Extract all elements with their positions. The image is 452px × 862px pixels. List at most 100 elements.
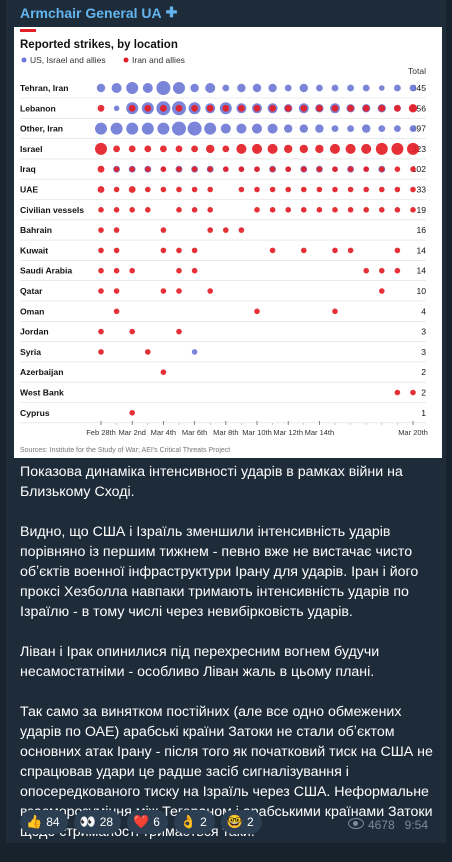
us-strike-dot bbox=[172, 121, 186, 136]
x-tick-label: Feb 28th bbox=[86, 428, 116, 437]
iran-strike-dot bbox=[363, 267, 370, 274]
iran-strike-dot bbox=[347, 104, 354, 112]
reaction-eyes[interactable]: 👀 28 bbox=[73, 810, 122, 834]
iran-strike-dot bbox=[176, 267, 182, 274]
chart-row: Israel323 bbox=[20, 142, 426, 160]
iran-strike-dot bbox=[176, 288, 182, 294]
legend-iran-label: Iran and allies bbox=[132, 55, 185, 65]
iran-strike-dot bbox=[253, 104, 261, 112]
iran-strike-dot bbox=[345, 143, 356, 154]
legend-us-marker bbox=[21, 57, 27, 63]
chart-row: Tehran, Iran 345 bbox=[20, 81, 426, 99]
reaction-count: 2 bbox=[200, 815, 207, 829]
us-strike-dot bbox=[237, 83, 246, 93]
chart-row: Saudi Arabia 14 bbox=[20, 266, 426, 281]
chart-row: Azerbaijan 2 bbox=[20, 367, 426, 383]
us-strike-dot bbox=[187, 121, 202, 136]
channel-header[interactable]: Armchair General UA ✚ bbox=[20, 4, 177, 21]
us-strike-dot bbox=[347, 125, 354, 132]
iran-strike-dot bbox=[144, 145, 152, 153]
row-label: UAE bbox=[20, 185, 38, 195]
channel-name[interactable]: Armchair General UA bbox=[20, 4, 162, 21]
iran-strike-dot bbox=[113, 267, 120, 274]
iran-strike-dot bbox=[267, 143, 278, 154]
iran-strike-dot bbox=[300, 104, 308, 112]
iran-strike-dot bbox=[129, 328, 135, 335]
iran-strike-dot bbox=[316, 186, 323, 193]
iran-strike-dot bbox=[299, 144, 308, 154]
iran-strike-dot bbox=[316, 207, 323, 213]
iran-strike-dot bbox=[347, 247, 354, 254]
row-total: 14 bbox=[416, 266, 426, 276]
row-total: 4 bbox=[421, 306, 426, 316]
strikes-chart[interactable]: Reported strikes, by location US, Israel… bbox=[14, 27, 442, 458]
iran-strike-dot bbox=[410, 207, 416, 213]
us-strike-dot bbox=[394, 84, 401, 92]
us-strike-dot bbox=[95, 122, 107, 135]
iran-strike-dot bbox=[410, 186, 416, 193]
iran-strike-dot bbox=[98, 247, 104, 254]
iran-strike-dot bbox=[191, 166, 198, 172]
us-strike-dot bbox=[191, 349, 198, 355]
us-strike-dot bbox=[331, 84, 339, 92]
ok-hand-icon: 👌 bbox=[179, 814, 197, 829]
us-strike-dot bbox=[267, 123, 278, 134]
row-label: Oman bbox=[20, 306, 44, 316]
iran-strike-dot bbox=[160, 186, 167, 193]
row-label: Azerbaijan bbox=[20, 367, 63, 377]
us-strike-dot bbox=[409, 84, 417, 92]
row-label: West Bank bbox=[20, 388, 64, 398]
iran-strike-dot bbox=[97, 186, 105, 193]
total-header: Total bbox=[408, 66, 426, 76]
iran-strike-dot bbox=[394, 247, 401, 254]
us-strike-dot bbox=[157, 122, 170, 135]
row-total: 10 bbox=[416, 286, 426, 296]
iran-strike-dot bbox=[176, 328, 182, 335]
post-text: Показова динаміка інтенсивності ударів в… bbox=[20, 462, 440, 862]
iran-strike-dot bbox=[160, 166, 167, 172]
chart-source: Sources: Institute for the Study of War;… bbox=[20, 447, 230, 454]
iran-strike-dot bbox=[97, 104, 105, 112]
us-strike-dot bbox=[96, 83, 106, 93]
heart-icon: ❤️ bbox=[133, 814, 150, 829]
iran-strike-dot bbox=[301, 166, 307, 172]
reaction-count: 84 bbox=[46, 815, 60, 829]
chart-background bbox=[14, 27, 442, 458]
reaction-thumbs-up[interactable]: 👍 84 bbox=[20, 810, 68, 834]
iran-strike-dot bbox=[98, 267, 104, 274]
reaction-nerd[interactable]: 🤓 2 bbox=[220, 810, 262, 834]
iran-strike-dot bbox=[269, 247, 276, 254]
iran-strike-dot bbox=[223, 227, 229, 233]
chart-row: Bahrain 16 bbox=[20, 225, 426, 241]
views-value: 4678 bbox=[367, 818, 395, 832]
iran-strike-dot bbox=[113, 166, 120, 172]
iran-strike-dot bbox=[238, 104, 245, 112]
chart-rows: Tehran, Iran 345 Lebanon 556 Other, Iran 497 I… bbox=[20, 81, 426, 424]
iran-strike-dot bbox=[128, 186, 136, 193]
row-label: Saudi Arabia bbox=[20, 266, 72, 276]
iran-strike-dot bbox=[332, 166, 338, 172]
iran-strike-dot bbox=[176, 247, 182, 254]
iran-strike-dot bbox=[113, 288, 120, 294]
iran-strike-dot bbox=[394, 207, 401, 213]
us-strike-dot bbox=[299, 124, 308, 133]
iran-strike-dot bbox=[284, 104, 292, 112]
iran-strike-dot bbox=[160, 145, 167, 153]
iran-strike-dot bbox=[98, 227, 104, 233]
iran-strike-dot bbox=[238, 166, 245, 172]
row-label: Tehran, Iran bbox=[20, 83, 69, 93]
row-label: Kuwait bbox=[20, 245, 48, 255]
reaction-heart[interactable]: ❤️ 6 bbox=[127, 810, 168, 834]
us-strike-dot bbox=[299, 83, 308, 93]
iran-strike-dot bbox=[129, 166, 135, 172]
iran-strike-dot bbox=[379, 267, 385, 274]
chart-row: Lebanon 556 bbox=[20, 101, 426, 119]
iran-strike-dot bbox=[332, 207, 338, 213]
reaction-count: 2 bbox=[247, 815, 254, 829]
iran-strike-dot bbox=[315, 144, 324, 154]
chart-row: Oman 4 bbox=[20, 306, 426, 322]
us-strike-dot bbox=[156, 81, 171, 95]
iran-strike-dot bbox=[284, 144, 293, 154]
iran-strike-dot bbox=[145, 186, 151, 193]
reaction-ok-hand[interactable]: 👌 2 bbox=[173, 810, 215, 834]
